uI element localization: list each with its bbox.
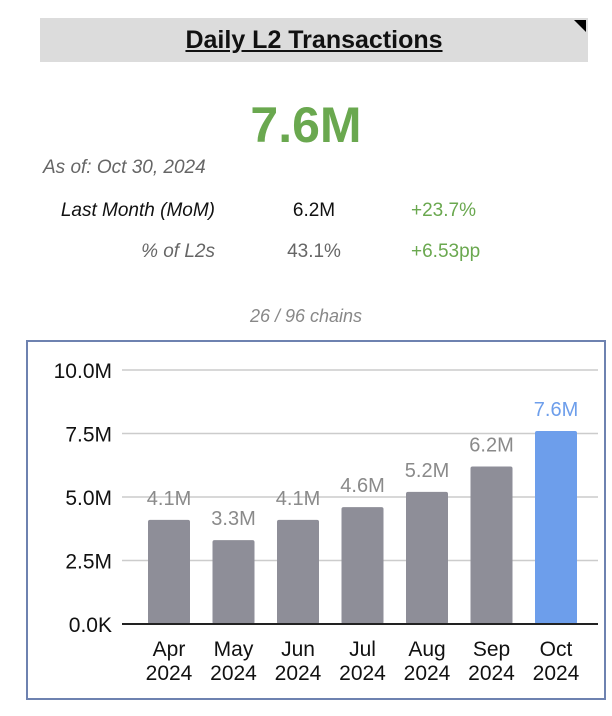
bar — [470, 466, 513, 624]
bar — [277, 519, 319, 624]
mom-change: +23.7% — [411, 200, 476, 221]
data-label: 7.6M — [534, 399, 578, 421]
x-tick-label: 2024 — [404, 662, 451, 685]
kpi-value: 7.6M — [250, 97, 362, 153]
y-tick-label: 10.0M — [54, 360, 112, 383]
x-tick-label: 2024 — [468, 662, 515, 685]
y-tick-label: 2.5M — [65, 551, 112, 574]
data-label: 4.6M — [340, 475, 384, 497]
bar — [148, 519, 190, 624]
y-tick-label: 0.0K — [69, 614, 112, 637]
x-tick-label: Jul — [349, 638, 376, 661]
bar — [406, 491, 448, 624]
share-change: +6.53pp — [411, 241, 481, 262]
x-tick-label: 2024 — [275, 662, 322, 685]
corner-menu-icon[interactable] — [574, 20, 586, 32]
as-of-date: As of: Oct 30, 2024 — [43, 157, 206, 178]
x-tick-label: 2024 — [533, 662, 580, 685]
x-tick-label: 2024 — [146, 662, 193, 685]
share-label: % of L2s — [141, 241, 215, 262]
x-tick-label: 2024 — [210, 662, 257, 685]
x-tick-label: Oct — [540, 638, 573, 661]
data-label: 4.1M — [147, 488, 191, 510]
bar — [212, 540, 255, 624]
chart-container — [26, 340, 606, 700]
bar — [535, 430, 577, 624]
data-label: 4.1M — [276, 488, 320, 510]
x-tick-label: 2024 — [339, 662, 386, 685]
x-tick-label: Sep — [473, 638, 510, 661]
data-label: 5.2M — [405, 460, 449, 482]
data-label: 3.3M — [211, 508, 255, 530]
y-tick-label: 5.0M — [65, 487, 112, 510]
x-tick-label: Apr — [153, 638, 186, 661]
chart-title: Daily L2 Transactions — [185, 26, 443, 54]
title-bar: Daily L2 Transactions — [40, 18, 588, 62]
bar — [341, 507, 384, 624]
y-tick-label: 7.5M — [65, 424, 112, 447]
x-tick-label: Jun — [281, 638, 315, 661]
share-value: 43.1% — [287, 241, 341, 262]
x-tick-label: Aug — [408, 638, 445, 661]
chains-count: 26 / 96 chains — [249, 306, 363, 326]
data-label: 6.2M — [469, 435, 513, 457]
mom-label: Last Month (MoM) — [60, 200, 215, 221]
x-tick-label: May — [214, 638, 254, 661]
mom-value: 6.2M — [292, 200, 336, 221]
